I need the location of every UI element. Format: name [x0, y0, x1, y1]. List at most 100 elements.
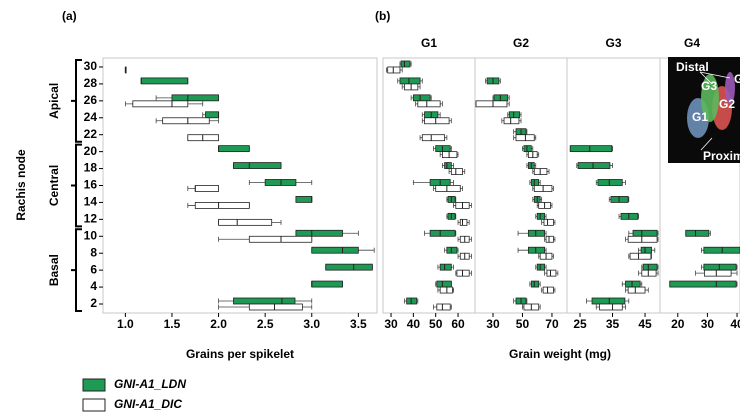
box	[421, 134, 446, 142]
box	[456, 269, 470, 277]
group-label: Central	[47, 165, 61, 206]
box	[436, 280, 452, 288]
box	[248, 303, 303, 311]
x-tick-label: 1.0	[117, 317, 134, 331]
box	[311, 280, 343, 288]
y-tick-label: 4	[90, 279, 97, 293]
box	[429, 229, 456, 237]
box	[703, 263, 737, 271]
y-tick-label: 12	[84, 212, 98, 226]
box	[629, 252, 652, 260]
box	[132, 100, 189, 108]
box	[194, 202, 250, 209]
box	[387, 66, 401, 74]
box	[569, 145, 613, 153]
box	[218, 218, 273, 226]
box	[669, 280, 737, 288]
group-bracket	[71, 143, 82, 228]
inset-label: G1	[692, 110, 708, 124]
box	[536, 263, 545, 271]
x-tick-label: 45	[638, 317, 652, 331]
panel-title: G3	[605, 36, 621, 50]
box	[508, 111, 520, 119]
box	[685, 229, 710, 237]
y-tick-label: 18	[84, 161, 98, 175]
box	[439, 263, 452, 271]
y-tick-label: 10	[84, 228, 98, 242]
box	[446, 246, 458, 254]
x-tick-label: 50	[429, 317, 443, 331]
x-tick-label: 30	[701, 317, 715, 331]
y-axis-title: Rachis node	[14, 149, 28, 221]
x-tick-label: 30	[486, 317, 500, 331]
box	[543, 218, 554, 226]
box	[400, 60, 411, 68]
box	[527, 246, 545, 254]
x-axis-title: Grains per spikelet	[186, 347, 294, 361]
box	[424, 117, 450, 125]
box	[523, 145, 532, 153]
box	[233, 162, 282, 169]
x-tick-label: 35	[606, 317, 620, 331]
box	[530, 280, 540, 288]
box	[475, 100, 508, 108]
box	[627, 235, 658, 243]
panel-label: (b)	[375, 9, 390, 23]
box	[435, 145, 451, 153]
box	[620, 212, 639, 220]
box	[527, 229, 545, 237]
box	[194, 185, 219, 192]
box	[704, 269, 732, 277]
x-tick-label: 40	[407, 317, 421, 331]
legend-label: GNI-A1_DIC	[114, 397, 182, 411]
x-tick-label: 25	[573, 317, 587, 331]
box	[545, 235, 554, 243]
legend-label: GNI-A1_LDN	[114, 377, 186, 391]
box	[577, 162, 611, 169]
y-tick-label: 26	[84, 93, 98, 107]
x-axis-title: Grain weight (mg)	[509, 347, 611, 361]
y-tick-label: 20	[84, 144, 98, 158]
panel-title: G2	[513, 36, 529, 50]
box	[140, 77, 189, 85]
box	[627, 286, 646, 294]
box	[599, 303, 623, 311]
inset-glume	[701, 74, 719, 122]
box	[406, 297, 418, 305]
legend-swatch	[82, 398, 106, 412]
inset-label: Distal	[676, 60, 709, 74]
x-tick-label: 3.5	[350, 317, 367, 331]
box	[439, 286, 453, 294]
box	[412, 94, 431, 102]
box	[641, 269, 657, 277]
box	[295, 196, 313, 203]
box	[218, 145, 250, 153]
inset-label: G2	[719, 97, 735, 111]
y-tick-label: 24	[84, 110, 98, 124]
y-tick-label: 28	[84, 76, 98, 90]
inset-pointer	[699, 71, 731, 79]
box	[632, 229, 658, 237]
x-tick-label: 2.5	[257, 317, 274, 331]
y-tick-label: 16	[84, 178, 98, 192]
box	[444, 162, 452, 169]
legend-swatch	[82, 378, 106, 392]
x-tick-label: 50	[516, 317, 530, 331]
box	[441, 151, 458, 159]
x-tick-label: 3.0	[303, 317, 320, 331]
inset-label: Proxim	[703, 149, 740, 163]
panel-label: (a)	[62, 9, 77, 23]
box	[591, 297, 626, 305]
box	[399, 77, 421, 85]
box	[450, 168, 463, 175]
x-tick-label: 2.0	[210, 317, 227, 331]
box	[233, 297, 296, 305]
box	[435, 185, 461, 192]
x-tick-label: 30	[384, 317, 398, 331]
box	[417, 100, 441, 108]
box	[542, 286, 554, 294]
box	[311, 246, 359, 254]
x-tick-label: 1.5	[164, 317, 181, 331]
y-tick-label: 14	[84, 195, 98, 209]
